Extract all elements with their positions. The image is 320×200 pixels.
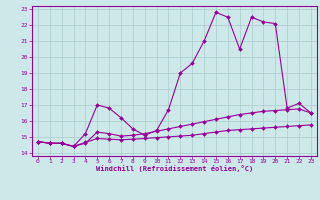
X-axis label: Windchill (Refroidissement éolien,°C): Windchill (Refroidissement éolien,°C) bbox=[96, 165, 253, 172]
